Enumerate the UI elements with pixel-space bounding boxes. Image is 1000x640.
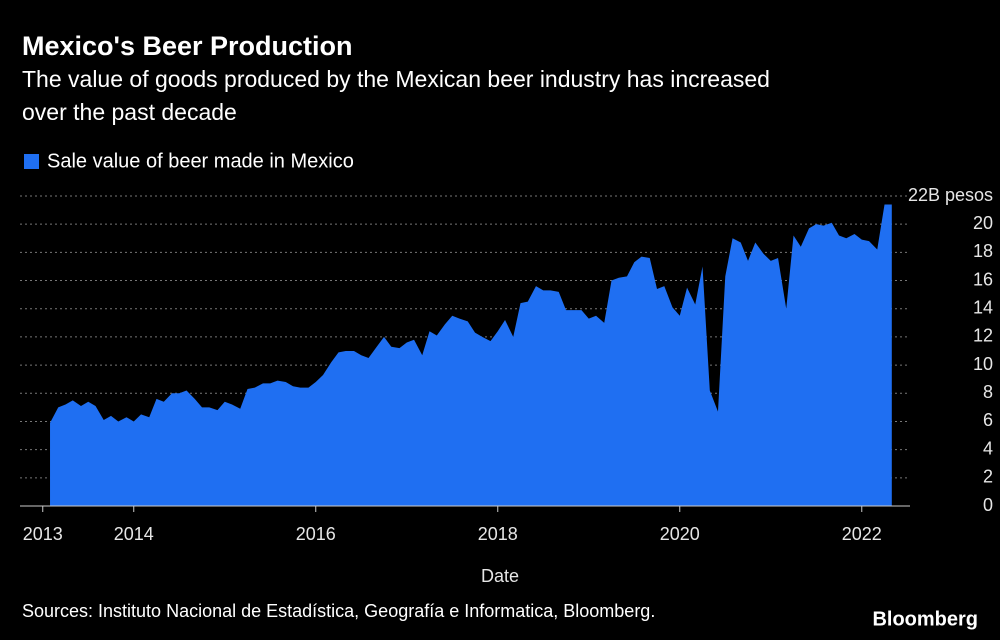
x-tick-label: 2016	[296, 524, 336, 544]
y-tick-label: 10	[973, 354, 993, 374]
chart-title: Mexico's Beer Production	[22, 31, 353, 61]
y-tick-label: 14	[973, 297, 993, 317]
x-tick-label: 2018	[478, 524, 518, 544]
area	[50, 204, 892, 507]
chart-subtitle: over the past decade	[22, 99, 237, 125]
legend-label: Sale value of beer made in Mexico	[47, 150, 354, 172]
brand-logo: Bloomberg	[872, 608, 978, 630]
y-tick-label: 2	[983, 467, 993, 487]
y-tick-label: 6	[983, 410, 993, 430]
y-tick-label: 22B pesos	[908, 185, 993, 205]
chart-subtitle: The value of goods produced by the Mexic…	[22, 66, 770, 92]
legend-swatch	[24, 154, 39, 169]
x-tick-label: 2020	[660, 524, 700, 544]
y-tick-label: 4	[983, 438, 993, 458]
y-tick-label: 16	[973, 269, 993, 289]
y-tick-label: 0	[983, 495, 993, 515]
x-tick-label: 2022	[842, 524, 882, 544]
source-note: Sources: Instituto Nacional de Estadísti…	[22, 601, 655, 621]
y-tick-label: 12	[973, 326, 993, 346]
x-tick-label: 2013	[23, 524, 63, 544]
y-tick-label: 8	[983, 382, 993, 402]
x-axis-title: Date	[481, 566, 519, 586]
y-tick-label: 18	[973, 241, 993, 261]
y-tick-label: 20	[973, 213, 993, 233]
x-tick-label: 2014	[114, 524, 154, 544]
